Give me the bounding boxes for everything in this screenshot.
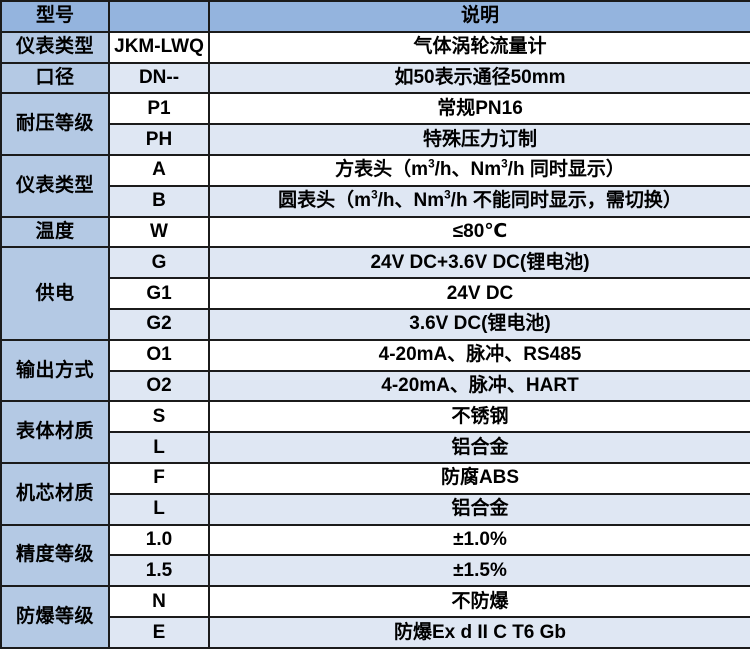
- row-description-cell: 铝合金: [208, 492, 750, 526]
- row-code-cell: DN--: [108, 61, 210, 95]
- table-row: E 防爆Ex d II C T6 Gb: [1, 615, 750, 649]
- table-row: 温度 W ≤80℃: [0, 215, 750, 249]
- table-row: B 圆表头（m3/h、Nm3/h 不能同时显示，需切换）: [1, 184, 750, 218]
- row-code-cell: E: [108, 615, 210, 649]
- header-cell-model: 型号: [0, 0, 110, 33]
- row-description-cell: 防爆Ex d II C T6 Gb: [208, 615, 750, 649]
- row-description-cell: 如50表示通径50mm: [208, 61, 750, 95]
- row-description-cell: 防腐ABS: [208, 461, 750, 495]
- table-row: L 铝合金: [1, 431, 750, 464]
- table-row: 输出方式 O1 4-20mA、脉冲、RS485: [0, 338, 750, 403]
- row-description-cell: ±1.5%: [208, 554, 750, 588]
- table-row: L 铝合金: [1, 492, 750, 526]
- row-code-cell: 1.5: [108, 554, 210, 588]
- row-label-cell: 输出方式: [0, 338, 110, 403]
- row-label-cell: 表体材质: [0, 400, 110, 464]
- table-row: 机芯材质 F 防腐ABS: [0, 461, 750, 526]
- table-row: G2 3.6V DC(锂电池): [1, 307, 750, 341]
- row-description-cell: 气体涡轮流量计: [208, 30, 750, 64]
- row-code-cell: N: [108, 585, 210, 618]
- table-row: 仪表类型 JKM-LWQ 气体涡轮流量计: [0, 30, 750, 64]
- table-row: 表体材质 S 不锈钢: [0, 400, 750, 464]
- table-row: PH 特殊压力订制: [1, 123, 750, 156]
- row-description-cell: 方表头（m3/h、Nm3/h 同时显示）: [208, 153, 750, 187]
- row-description-cell: 不防爆: [208, 585, 750, 618]
- row-description-cell: 24V DC: [208, 277, 750, 310]
- row-label-cell: 口径: [0, 61, 110, 95]
- row-code-cell: W: [108, 215, 210, 249]
- row-description-cell: 24V DC+3.6V DC(锂电池): [208, 246, 750, 280]
- row-label-cell: 温度: [0, 215, 110, 249]
- row-code-cell: A: [108, 153, 210, 187]
- row-code-cell: O1: [108, 338, 210, 372]
- row-label-cell: 精度等级: [0, 523, 110, 588]
- row-code-cell: P1: [108, 92, 210, 126]
- row-code-cell: B: [108, 184, 210, 218]
- row-code-cell: F: [108, 461, 210, 495]
- row-code-cell: L: [108, 492, 210, 526]
- row-label-cell: 仪表类型: [0, 30, 110, 64]
- row-code-cell: O2: [108, 369, 210, 403]
- row-code-cell: PH: [108, 123, 210, 156]
- row-code-cell: S: [108, 400, 210, 434]
- row-code-cell: JKM-LWQ: [108, 30, 210, 64]
- row-description-cell: 常规PN16: [208, 92, 750, 126]
- table-row: 防爆等级 N 不防爆: [0, 585, 750, 649]
- row-label-cell: 供电: [0, 246, 110, 341]
- row-label-cell: 机芯材质: [0, 461, 110, 526]
- row-description-cell: 圆表头（m3/h、Nm3/h 不能同时显示，需切换）: [208, 184, 750, 218]
- row-code-cell: G: [108, 246, 210, 280]
- row-label-cell: 防爆等级: [0, 585, 110, 649]
- table-row: G1 24V DC: [1, 277, 750, 310]
- row-description-cell: 3.6V DC(锂电池): [208, 307, 750, 341]
- row-code-cell: 1.0: [108, 523, 210, 557]
- header-cell-code: [108, 0, 210, 33]
- table-row: 口径 DN-- 如50表示通径50mm: [0, 61, 750, 95]
- table-row: 1.5 ±1.5%: [1, 554, 750, 588]
- table-row: 供电 G 24V DC+3.6V DC(锂电池): [0, 246, 750, 341]
- row-description-cell: 不锈钢: [208, 400, 750, 434]
- table-row: 仪表类型 A 方表头（m3/h、Nm3/h 同时显示）: [0, 153, 750, 218]
- table-header-row: 型号 说明: [0, 0, 750, 33]
- row-description-cell: 4-20mA、脉冲、RS485: [208, 338, 750, 372]
- row-description-cell: 4-20mA、脉冲、HART: [208, 369, 750, 403]
- row-code-cell: L: [108, 431, 210, 464]
- row-description-cell: 特殊压力订制: [208, 123, 750, 156]
- table-row: 耐压等级 P1 常规PN16: [0, 92, 750, 156]
- row-code-cell: G2: [108, 307, 210, 341]
- header-cell-description: 说明: [208, 0, 750, 33]
- row-description-cell: ≤80℃: [208, 215, 750, 249]
- row-description-cell: ±1.0%: [208, 523, 750, 557]
- row-description-cell: 铝合金: [208, 431, 750, 464]
- table-row: O2 4-20mA、脉冲、HART: [1, 369, 750, 403]
- row-code-cell: G1: [108, 277, 210, 310]
- row-label-cell: 耐压等级: [0, 92, 110, 156]
- row-label-cell: 仪表类型: [0, 153, 110, 218]
- table-row: 精度等级 1.0 ±1.0%: [0, 523, 750, 588]
